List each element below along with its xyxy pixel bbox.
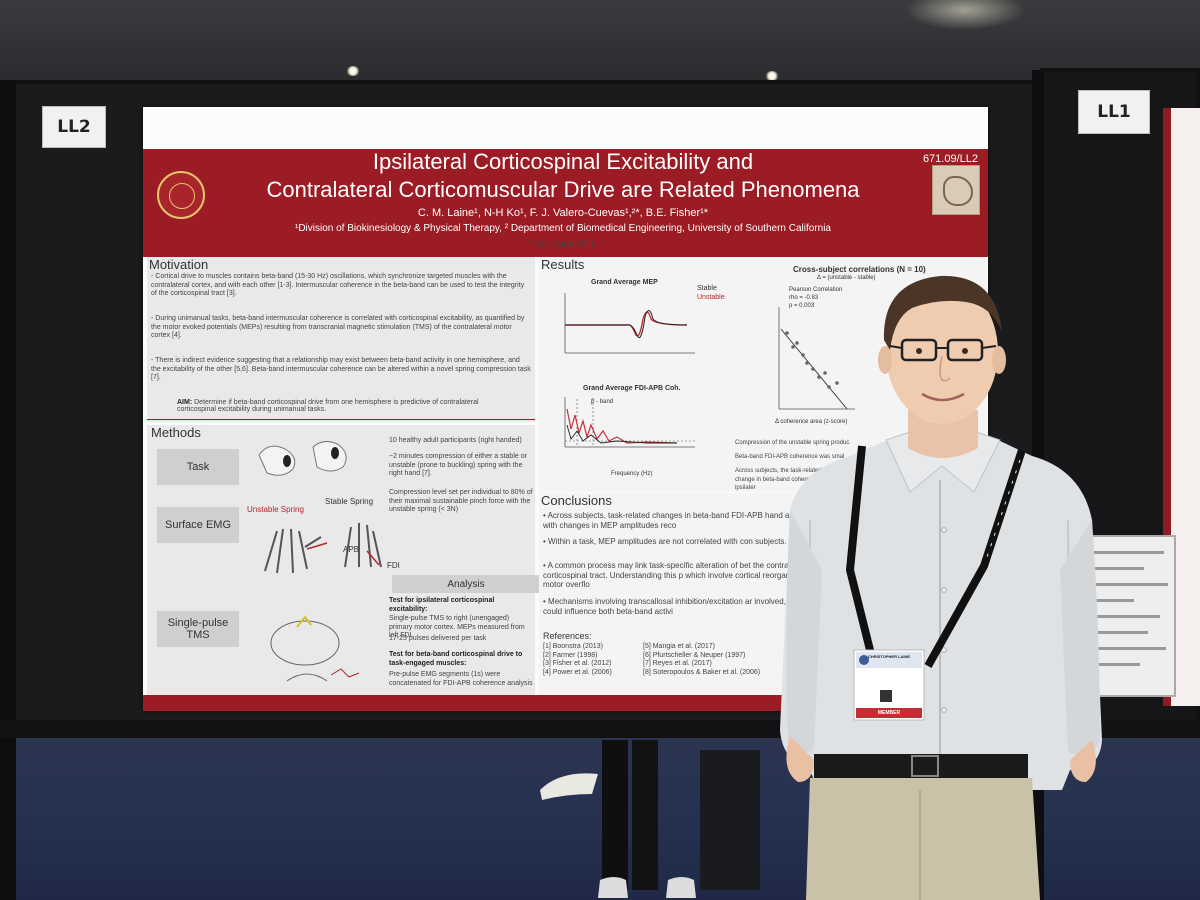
motivation-p1: - Cortical drive to muscles contains bet… [151, 273, 525, 297]
reference-item: [3] Fisher et al. (2012) [543, 660, 612, 667]
badge-name: CHRISTOPHER LAINE [867, 654, 911, 659]
conclusion-bullet-2: • Within a task, MEP amplitudes are not … [543, 537, 787, 546]
methods-title: Methods [151, 425, 201, 440]
label-fdi: FDI [387, 561, 400, 570]
poster-affiliation: ¹Division of Biokinesiology & Physical T… [295, 223, 831, 234]
poster-co-leadership: * co-leadership [529, 239, 597, 250]
badge-role: MEMBER [877, 710, 901, 716]
coh-xlabel: Frequency (Hz) [611, 471, 653, 477]
references-title: References: [543, 631, 592, 641]
results-title: Results [541, 257, 585, 272]
methods-d3: Compression level set per individual to … [389, 489, 533, 513]
board-label-ll2: LL2 [42, 106, 106, 148]
mep-chart [564, 293, 695, 354]
ceiling [0, 0, 1200, 95]
sketch-image-icon [932, 165, 980, 215]
reference-item: [4] Power et al. (2006) [543, 668, 612, 676]
poster-authors: C. M. Laine¹, N-H Ko¹, F. J. Valero-Cuev… [417, 207, 709, 219]
motivation-title: Motivation [149, 257, 209, 272]
label-apb: APB [343, 545, 360, 554]
reference-item: [8] Soteropoulos & Baker et al. (2006) [643, 668, 761, 676]
motivation-p3: - There is indirect evidence suggesting … [151, 357, 531, 381]
methods-d2: ~2 minutes compression of either a stabl… [389, 453, 527, 477]
methods-illustration [258, 441, 382, 682]
reference-item: [7] Reyes et al. (2017) [643, 660, 712, 667]
reference-item: [2] Farmer (1998) [543, 651, 598, 659]
method-box-tms: Single-pulse TMS [157, 611, 239, 647]
poster-footer-band [143, 695, 988, 711]
corr-subtitle: Δ = (unstable - stable) [817, 275, 876, 281]
divider [147, 419, 535, 420]
background-people [540, 740, 760, 898]
method-box-emg: Surface EMG [157, 507, 239, 543]
aim-label: AIM: [177, 399, 193, 406]
presenter-person [780, 275, 1102, 900]
ceiling-light [765, 71, 779, 81]
corr-pearson: Pearson Correlation [789, 287, 843, 293]
results-note1: Compression of the unstable spring produ… [735, 440, 850, 446]
aim-statement: AIM: Determine if beta-band corticospina… [177, 399, 517, 413]
analysis-a2-title: Test for beta-band corticospinal drive t… [389, 651, 523, 667]
analysis-a1-title: Test for ipsilateral corticospinal excit… [389, 597, 495, 613]
corr-xlabel: Δ coherence area (z-score) [775, 419, 848, 425]
usc-seal-icon [157, 171, 205, 219]
board-post [0, 80, 16, 900]
label-stable-spring: Stable Spring [325, 497, 374, 506]
reference-item: [1] Boonstra (2013) [543, 643, 603, 650]
conclusion-bullet-1: • Across subjects, task-related changes … [543, 511, 835, 530]
correlation-chart [778, 307, 855, 410]
analysis-a1-extra: 17-25 pulses delivered per task [389, 635, 487, 642]
reference-item: [6] Pfurtscheller & Neuper (1997) [643, 651, 746, 659]
conclusion-bullet-4: • Mechanisms involving transcallosal inh… [543, 597, 825, 616]
methods-d1: 10 healthy adult participants (right han… [389, 437, 522, 444]
references-left: [1] Boonstra (2013) [2] Farmer (1998) [3… [543, 643, 643, 677]
results-note2: Beta-band FDI-APB coherence was smal [735, 454, 845, 460]
legend-stable: Stable [697, 285, 717, 292]
board-label-ll1: LL1 [1078, 90, 1150, 134]
conclusion-bullet-3: • A common process may link task-specifi… [543, 561, 839, 589]
reference-item: [5] Mangia et al. (2017) [643, 643, 715, 650]
poster-title-line1: Ipsilateral Corticospinal Excitability a… [372, 149, 754, 174]
ceiling-light [346, 66, 360, 76]
coherence-chart [564, 397, 695, 448]
references-right: [5] Mangia et al. (2017) [6] Pfurtschell… [643, 643, 793, 677]
results-note3: Across subjects, the task-related change… [735, 468, 832, 491]
motivation-p2: - During unimanual tasks, beta-band inte… [151, 315, 525, 339]
motivation-panel: Motivation - Cortical drive to muscles c… [147, 257, 535, 422]
ceiling-glow [905, 0, 1025, 30]
method-box-task: Task [157, 449, 239, 485]
analysis-a2-text: Pre-pulse EMG segments (1s) were concate… [389, 671, 533, 687]
conclusions-title: Conclusions [541, 493, 612, 508]
analysis-header: Analysis [392, 575, 540, 593]
corr-pvalue: p = 0.003 [789, 303, 815, 309]
corr-title: Cross-subject correlations (N = 10) [793, 265, 926, 274]
methods-panel: Methods Task Surface EMG Single-pulse TM… [147, 425, 540, 711]
analysis-a1-text: Single-pulse TMS to right (unengaged) pr… [389, 615, 525, 639]
corr-rho: rho = -0.83 [789, 295, 819, 301]
aim-text: Determine if beta-band corticospinal dri… [177, 399, 479, 413]
legend-unstable: Unstable [697, 294, 725, 301]
beta-band-label: β - band [591, 399, 614, 405]
poster-code: 671.09/LL2 [922, 153, 978, 165]
label-unstable-spring: Unstable Spring [247, 505, 304, 514]
poster-title-line2: Contralateral Corticomuscular Drive are … [266, 177, 860, 202]
mep-chart-title: Grand Average MEP [591, 279, 658, 286]
coh-chart-title: Grand Average FDI-APB Coh. [583, 385, 681, 392]
poster-banner: Ipsilateral Corticospinal Excitability a… [143, 149, 988, 257]
